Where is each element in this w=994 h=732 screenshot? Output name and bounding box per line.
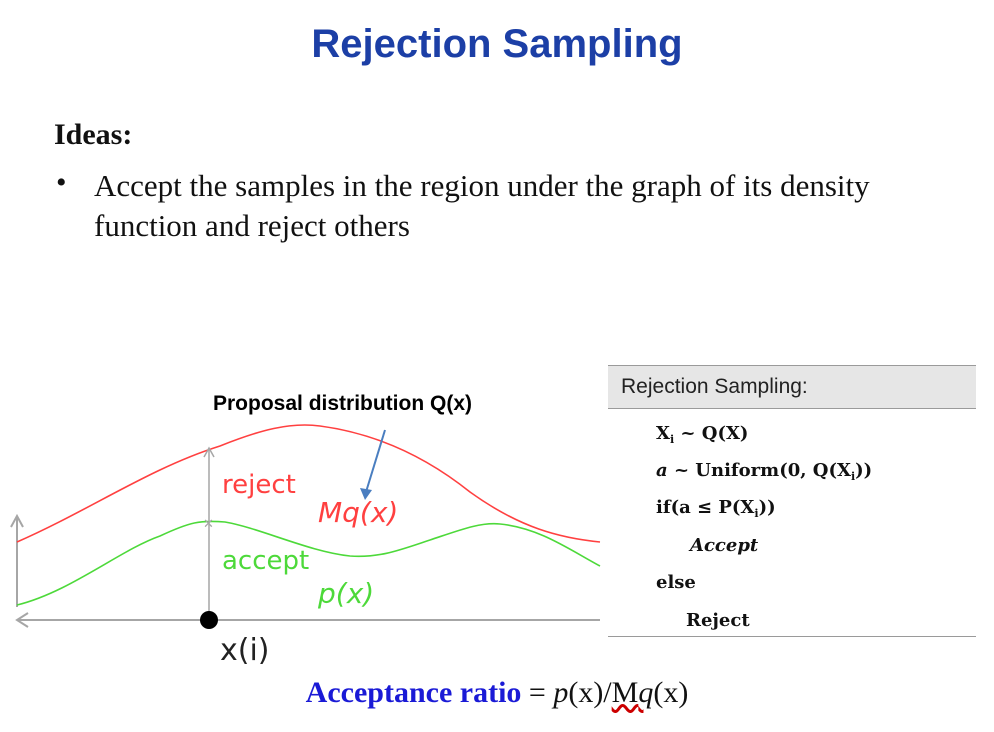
acceptance-ratio-label: Acceptance ratio bbox=[305, 676, 522, 709]
slide-title: Rejection Sampling bbox=[311, 22, 683, 66]
xi-top-arrowhead bbox=[203, 446, 215, 458]
xi-label: x(i) bbox=[220, 633, 270, 668]
y-axis-arrowhead bbox=[10, 513, 24, 528]
algorithm-bottom-rule bbox=[608, 636, 976, 637]
xi-mid-cross: ✕ bbox=[203, 517, 214, 532]
algorithm-header: Rejection Sampling: bbox=[608, 365, 976, 409]
algo-line-2: a ~ Uniform(0, Q(Xi)) bbox=[656, 460, 873, 483]
x-axis-arrowhead bbox=[15, 612, 29, 628]
algo-line-accept: Accept bbox=[690, 535, 759, 556]
proposal-distribution-label: Proposal distribution Q(x) bbox=[213, 392, 473, 415]
bullet-text: Accept the samples in the region under t… bbox=[94, 168, 870, 243]
rejection-sampling-figure: ✕ reject Mq(x) accept p(x) x(i) bbox=[10, 424, 601, 668]
px-label: p(x) bbox=[317, 577, 374, 610]
mq-curve bbox=[16, 424, 601, 543]
algorithm-box: Rejection Sampling: Xi ~ Q(X) a ~ Unifor… bbox=[608, 365, 976, 637]
proposal-pointer-arrow bbox=[365, 429, 386, 493]
ideas-heading: Ideas: bbox=[54, 118, 133, 151]
acceptance-ratio: Acceptance ratio = p(x)/Mq(x) bbox=[305, 676, 689, 709]
reject-label: reject bbox=[222, 470, 296, 500]
bullet-symbol: • bbox=[56, 166, 67, 199]
accept-label: accept bbox=[222, 546, 309, 576]
algo-line-3: if(a ≤ P(Xi)) bbox=[656, 497, 776, 520]
sample-point bbox=[200, 611, 218, 629]
mq-label: Mq(x) bbox=[318, 496, 398, 529]
px-curve bbox=[16, 520, 601, 606]
algorithm-header-text: Rejection Sampling: bbox=[621, 375, 808, 398]
algo-line-reject: Reject bbox=[686, 610, 750, 631]
algo-line-1: Xi ~ Q(X) bbox=[656, 423, 749, 446]
algo-line-else: else bbox=[656, 572, 696, 593]
proposal-pointer-arrowhead bbox=[360, 488, 372, 500]
